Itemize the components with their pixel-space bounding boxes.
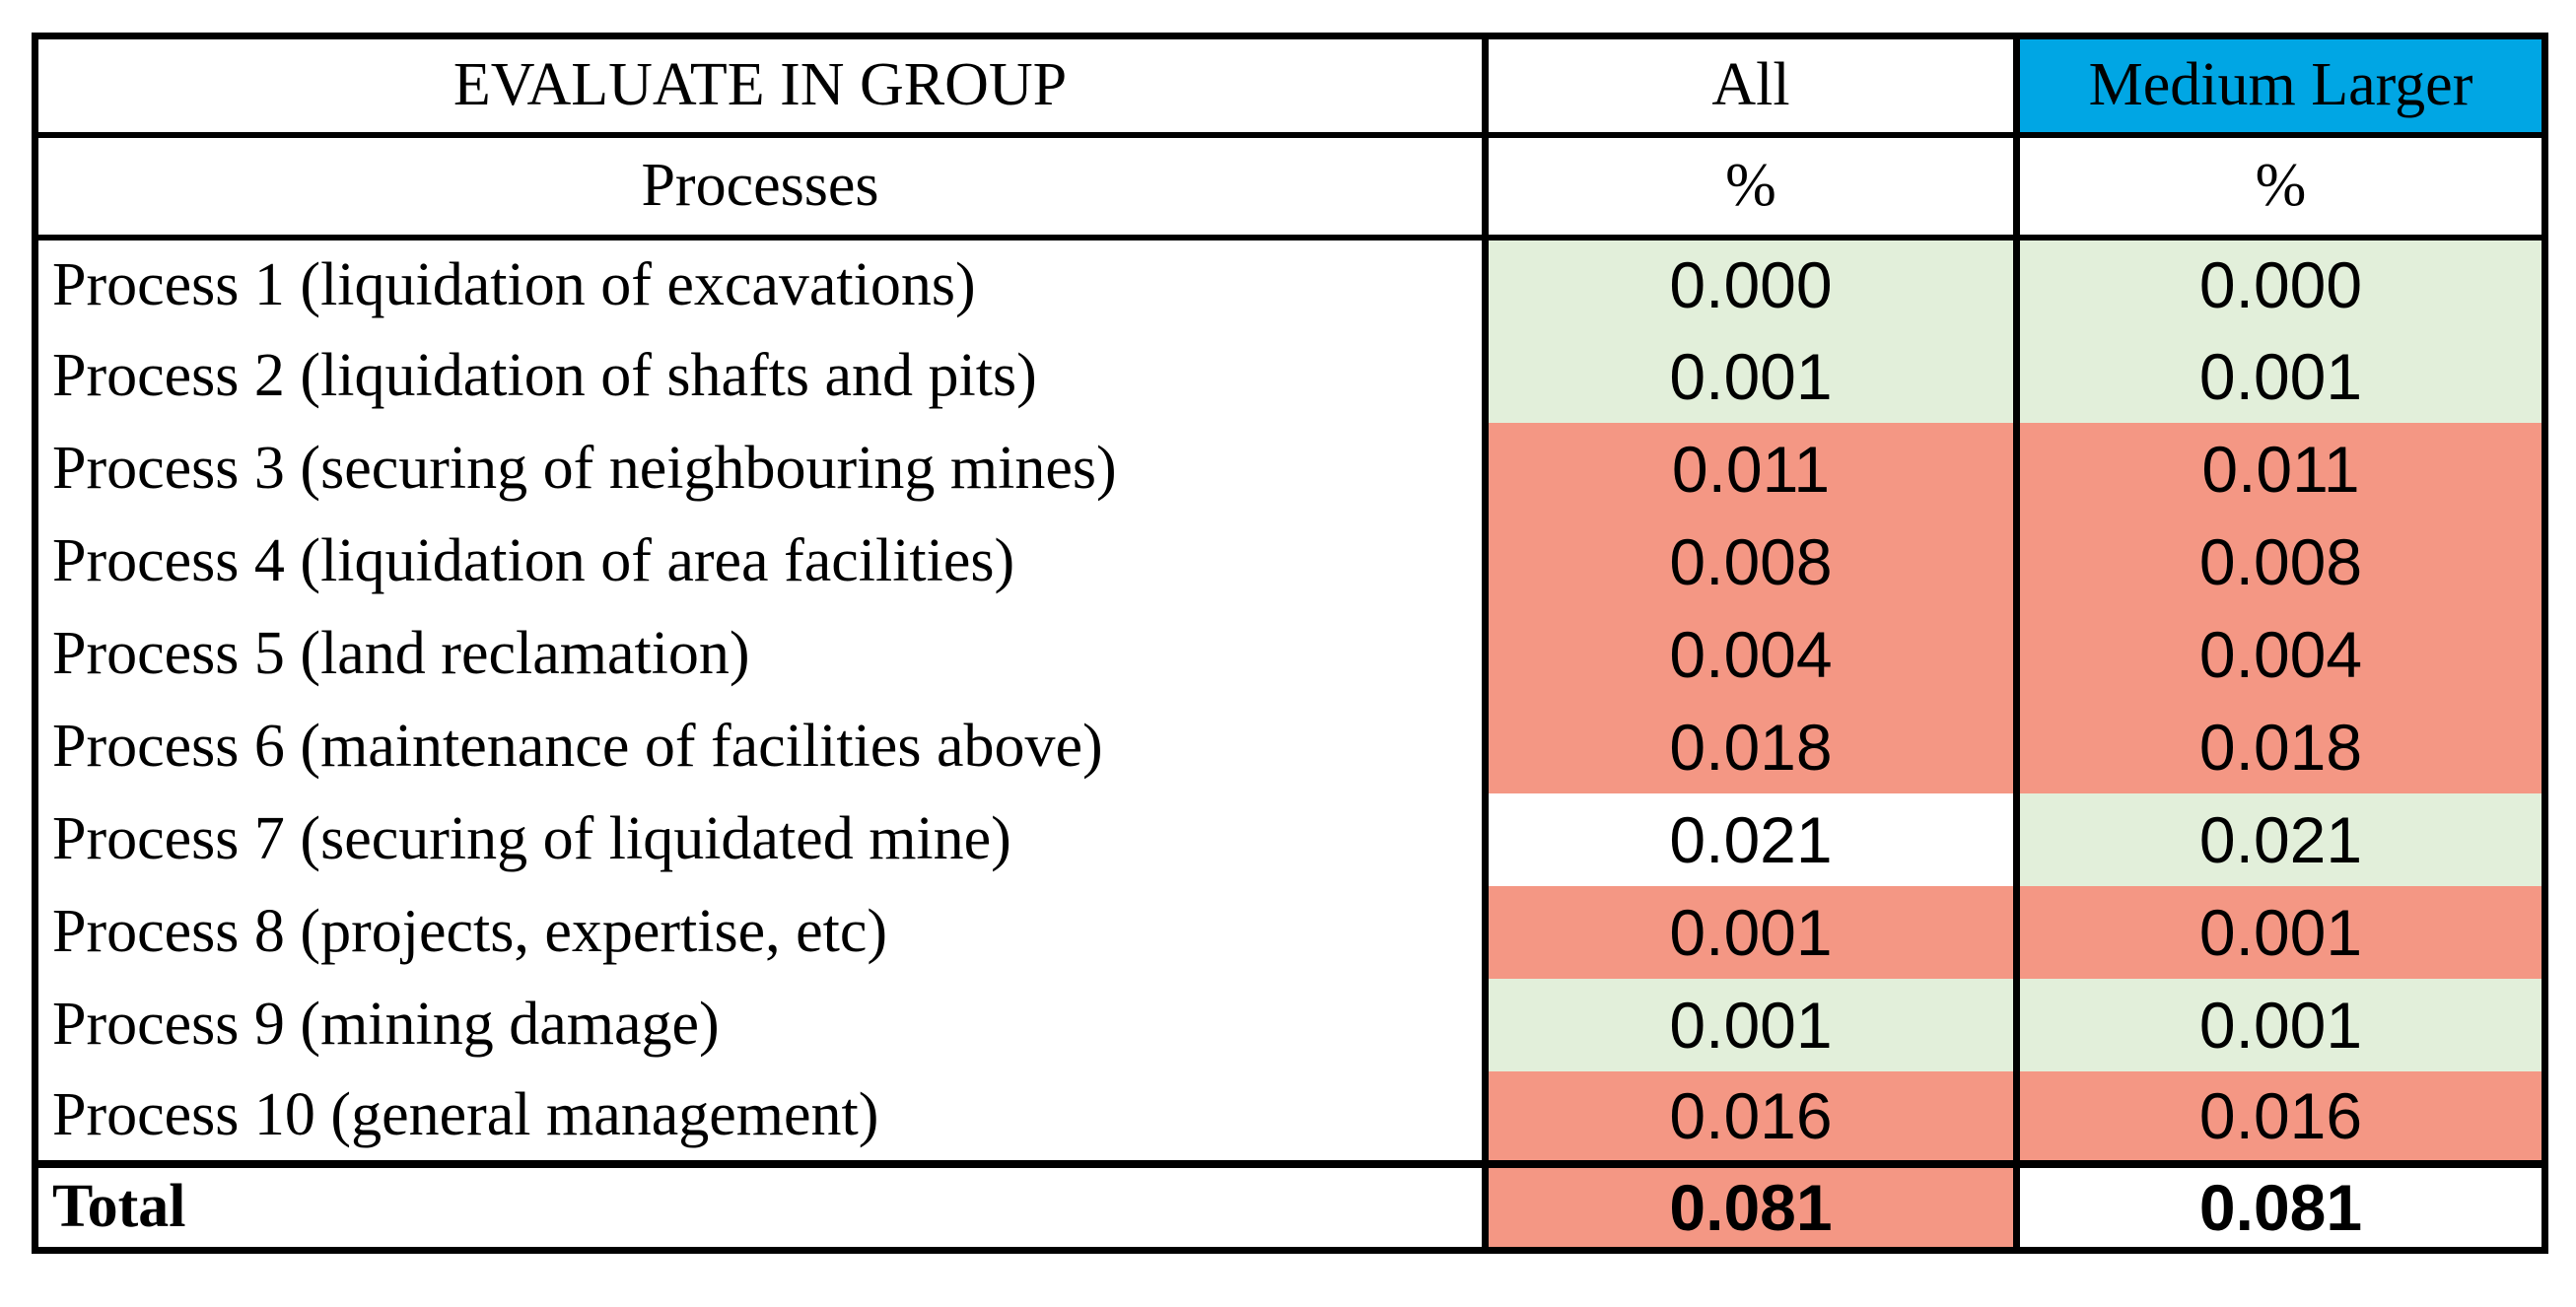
process-label: Process 2 (liquidation of shafts and pit… [52,342,1037,409]
all-value: 0.004 [1482,607,2017,701]
table-row: Process 6 (maintenance of facilities abo… [35,700,2545,793]
all-value: 0.016 [1482,1070,2017,1164]
table-row: Process 9 (mining damage) 0.001 0.001 [35,978,2545,1071]
table-row: Process 10 (general management) 0.016 0.… [35,1070,2545,1164]
header-row: EVALUATE IN GROUP All Medium Larger [35,35,2545,138]
all-value: 0.001 [1482,885,2017,979]
all-value: 0.000 [1482,237,2017,330]
column-header-all: All [1482,35,2017,138]
process-label: Process 4 (liquidation of area facilitie… [52,527,1015,594]
medium-larger-value: 0.016 [2013,1070,2545,1164]
table-row: Process 2 (liquidation of shafts and pit… [35,329,2545,423]
table-row: Process 3 (securing of neighbouring mine… [35,422,2545,516]
processes-label: Processes [35,134,1486,241]
column-header-medium-larger: Medium Larger [2013,35,2545,138]
medium-larger-value: 0.004 [2013,607,2545,701]
table-row: Process 5 (land reclamation) 0.004 0.004 [35,607,2545,701]
all-value: 0.001 [1482,978,2017,1071]
table-row: Process 7 (securing of liquidated mine) … [35,792,2545,886]
process-label: Process 1 (liquidation of excavations) [52,250,976,318]
process-label: Process 10 (general management) [52,1081,879,1148]
table-row: Process 8 (projects, expertise, etc) 0.0… [35,885,2545,979]
medium-larger-value: 0.001 [2013,329,2545,423]
process-label: Process 9 (mining damage) [52,991,720,1058]
process-label: Process 5 (land reclamation) [52,620,750,687]
total-row: Total 0.081 0.081 [35,1159,2545,1251]
medium-larger-value: 0.001 [2013,978,2545,1071]
all-value: 0.008 [1482,515,2017,608]
medium-larger-value: 0.018 [2013,700,2545,793]
total-all-value: 0.081 [1482,1159,2017,1251]
medium-larger-value: 0.008 [2013,515,2545,608]
medium-larger-value: 0.011 [2013,422,2545,516]
evaluation-table: EVALUATE IN GROUP All Medium Larger Proc… [32,33,2548,1254]
subheader-row: Processes % % [35,134,2545,241]
all-value: 0.011 [1482,422,2017,516]
group-title: EVALUATE IN GROUP [35,35,1486,138]
table-row: Process 4 (liquidation of area facilitie… [35,515,2545,608]
total-label: Total [35,1159,1486,1251]
medium-larger-unit-label: % [2013,134,2545,241]
total-medium-larger-value: 0.081 [2013,1159,2545,1251]
medium-larger-value: 0.001 [2013,885,2545,979]
medium-larger-value: 0.021 [2013,792,2545,886]
all-unit-label: % [1482,134,2017,241]
process-label: Process 6 (maintenance of facilities abo… [52,713,1103,780]
all-value: 0.021 [1482,792,2017,886]
process-label: Process 7 (securing of liquidated mine) [52,805,1011,872]
all-value: 0.001 [1482,329,2017,423]
medium-larger-value: 0.000 [2013,237,2545,330]
process-label: Process 8 (projects, expertise, etc) [52,898,888,965]
table-row: Process 1 (liquidation of excavations) 0… [35,237,2545,330]
all-value: 0.018 [1482,700,2017,793]
process-label: Process 3 (securing of neighbouring mine… [52,435,1117,502]
